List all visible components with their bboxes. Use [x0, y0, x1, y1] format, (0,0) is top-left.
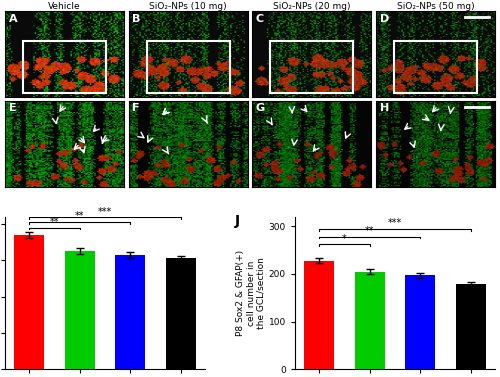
Text: ***: *** [388, 218, 402, 228]
Title: SiO₂-NPs (20 mg): SiO₂-NPs (20 mg) [273, 2, 350, 11]
Text: G: G [256, 104, 265, 113]
Text: **: ** [365, 226, 374, 236]
Title: Vehicle: Vehicle [48, 2, 81, 11]
Text: J: J [235, 214, 240, 228]
Text: D: D [380, 14, 389, 24]
Y-axis label: P8 Sox2 & GFAP(+)
cell number in
the GCL/section: P8 Sox2 & GFAP(+) cell number in the GCL… [236, 250, 266, 336]
Bar [166, 259, 196, 369]
Bar [304, 261, 334, 369]
Text: C: C [256, 14, 264, 24]
Text: F: F [132, 104, 140, 113]
Bar [146, 41, 230, 93]
Bar [115, 255, 146, 369]
Bar [394, 41, 477, 93]
Bar [23, 41, 106, 93]
Text: E: E [8, 104, 16, 113]
Bar [64, 251, 95, 369]
Text: B: B [132, 14, 140, 24]
Text: ***: *** [98, 207, 112, 217]
Title: SiO₂-NPs (10 mg): SiO₂-NPs (10 mg) [150, 2, 227, 11]
Title: SiO₂-NPs (50 mg): SiO₂-NPs (50 mg) [396, 2, 474, 11]
Bar [456, 285, 486, 369]
Text: **: ** [75, 211, 85, 221]
Bar [405, 275, 436, 369]
Bar [14, 235, 44, 369]
Text: *: * [342, 234, 347, 244]
Text: A: A [8, 14, 17, 24]
Text: H: H [380, 104, 389, 113]
Bar [354, 271, 385, 369]
Text: **: ** [50, 217, 59, 227]
Bar [270, 41, 353, 93]
